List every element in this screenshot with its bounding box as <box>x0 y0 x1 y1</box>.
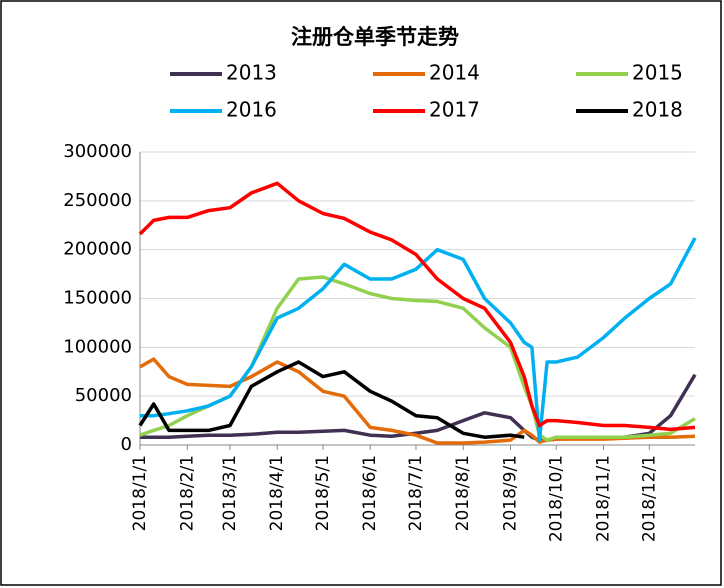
x-tick-label: 2018/12/1 <box>639 455 659 542</box>
series-line <box>140 237 697 442</box>
y-tick-label: 50000 <box>75 385 132 406</box>
legend-label: 2014 <box>429 61 480 85</box>
y-tick-label: 0 <box>121 434 132 455</box>
series-line <box>138 181 696 432</box>
legend-label: 2013 <box>226 61 277 85</box>
x-tick-label: 2018/2/1 <box>177 455 197 531</box>
legend-label: 2016 <box>226 98 277 122</box>
series-line <box>138 360 525 439</box>
legend-label: 2017 <box>429 98 480 122</box>
series-line <box>139 357 696 445</box>
y-tick-label: 200000 <box>63 239 132 260</box>
x-tick-label: 2018/4/1 <box>267 455 287 531</box>
x-tick-label: 2018/1/1 <box>130 455 150 531</box>
chart-title: 注册仓单季节走势 <box>291 25 459 49</box>
legend-label: 2015 <box>632 61 683 85</box>
y-tick-label: 250000 <box>63 190 132 211</box>
x-tick-label: 2018/6/1 <box>360 455 380 531</box>
x-tick-label: 2018/10/1 <box>546 455 566 542</box>
x-tick-label: 2018/5/1 <box>313 455 333 531</box>
x-tick-label: 2018/8/1 <box>453 455 473 531</box>
x-tick-label: 2018/7/1 <box>406 455 426 531</box>
x-tick-label: 2018/3/1 <box>220 455 240 531</box>
y-tick-label: 100000 <box>63 336 132 357</box>
y-tick-label: 150000 <box>63 288 132 309</box>
x-tick-label: 2018/11/1 <box>594 455 614 542</box>
y-tick-label: 300000 <box>63 141 132 162</box>
x-tick-label: 2018/9/1 <box>501 455 521 531</box>
legend-label: 2018 <box>632 98 683 122</box>
